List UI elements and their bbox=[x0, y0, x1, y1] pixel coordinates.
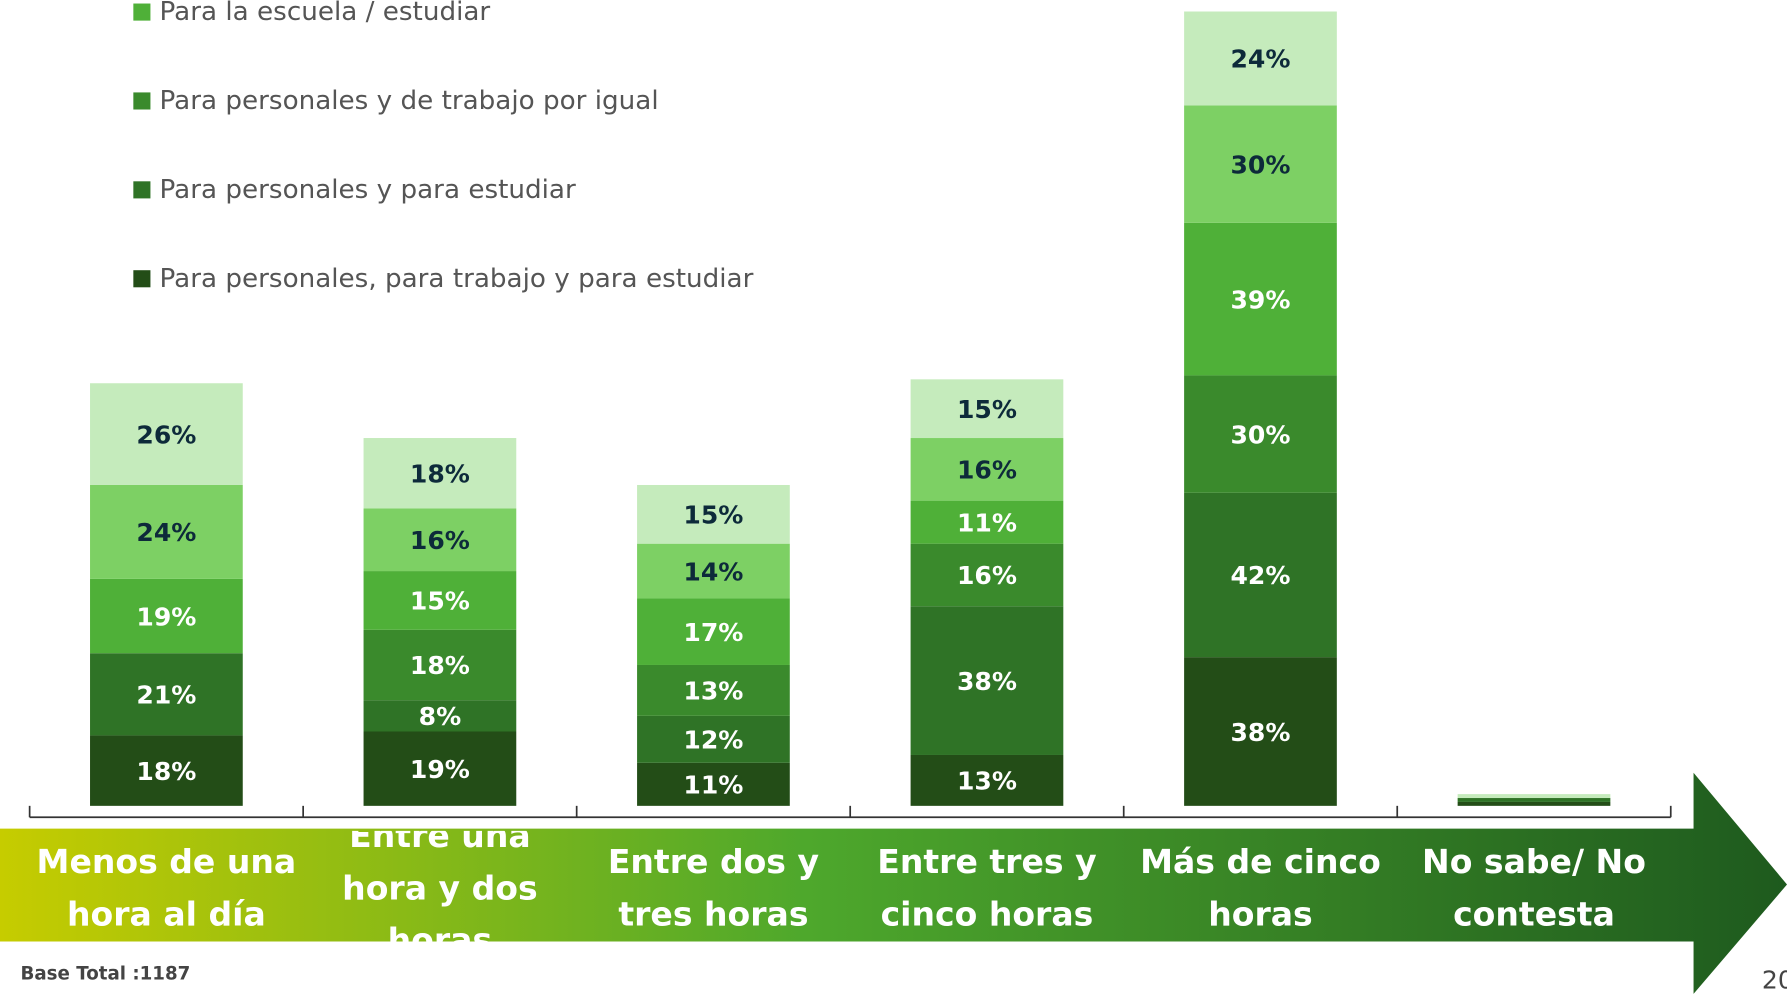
data-label: 18% bbox=[410, 460, 470, 489]
legend: Para la escuela / estudiar Para personale… bbox=[133, 0, 754, 294]
category-label-text: Entre dos y tres horas bbox=[607, 842, 820, 934]
bar-segment bbox=[637, 543, 790, 599]
bar-segment bbox=[90, 653, 243, 736]
bar-segment bbox=[910, 379, 1064, 439]
bar-segment bbox=[637, 664, 790, 716]
legend-label: Para personales, para trabajo y para est… bbox=[160, 264, 754, 294]
data-label: 15% bbox=[410, 587, 470, 616]
data-label: 30% bbox=[1230, 420, 1290, 449]
data-label: 8% bbox=[419, 702, 462, 731]
category-label: Entre dos y tres horas bbox=[607, 842, 820, 934]
bar-segment bbox=[1184, 105, 1337, 223]
data-label: 16% bbox=[957, 456, 1017, 485]
footnote: Base Total :1187 bbox=[21, 964, 191, 985]
data-label: 15% bbox=[957, 395, 1017, 424]
data-label: 30% bbox=[1230, 150, 1290, 179]
data-label: 18% bbox=[136, 757, 196, 786]
data-label: 24% bbox=[136, 518, 196, 547]
bar-segment bbox=[363, 700, 517, 732]
data-label: 24% bbox=[1230, 45, 1290, 74]
data-label: 16% bbox=[957, 561, 1017, 590]
category-label: Entre tres y cinco horas bbox=[877, 842, 1097, 934]
legend-swatch bbox=[133, 270, 151, 288]
category-label: Menos de una hora al día bbox=[36, 842, 297, 934]
axis: Menos de una hora al día Entre una hora y… bbox=[28, 805, 1672, 945]
data-label: 39% bbox=[1230, 285, 1290, 314]
bar-segment bbox=[363, 629, 517, 701]
bar-segment bbox=[910, 543, 1064, 607]
bar-segment bbox=[1457, 794, 1611, 799]
bar-segment bbox=[637, 762, 790, 806]
legend-swatch bbox=[133, 181, 151, 199]
bar-segment bbox=[1184, 657, 1337, 806]
bar-segment bbox=[1184, 492, 1337, 658]
data-label: 26% bbox=[136, 420, 196, 449]
data-label: 12% bbox=[683, 726, 743, 755]
bar-segment bbox=[1184, 11, 1337, 106]
category-label: No sabe/ No contesta bbox=[1422, 842, 1646, 934]
bar-segment bbox=[90, 484, 243, 579]
legend-label: Para la escuela / estudiar bbox=[160, 0, 491, 27]
data-label: 19% bbox=[410, 755, 470, 784]
data-label: 19% bbox=[136, 602, 196, 631]
bars: 18% 21% 19% 24% 26% 19% 8% 18% 15% 16% 18% 11% 12% 13… bbox=[90, 11, 1611, 806]
bar-segment bbox=[90, 383, 243, 485]
category-label-text: Más de cinco horas bbox=[1140, 842, 1381, 934]
legend-swatch bbox=[133, 3, 151, 21]
bar-segment bbox=[637, 484, 790, 544]
data-label: 17% bbox=[683, 618, 743, 647]
category-label-text: No sabe/ No contesta bbox=[1422, 842, 1646, 934]
data-label: 38% bbox=[1230, 718, 1290, 747]
data-label: 11% bbox=[683, 771, 743, 800]
bar-segment bbox=[1457, 798, 1611, 802]
data-label: 11% bbox=[957, 508, 1017, 537]
legend-label: Para personales y de trabajo por igual bbox=[160, 86, 659, 116]
category-label: Entre una hora y dos horas bbox=[342, 830, 538, 945]
bar-segment bbox=[910, 500, 1064, 544]
bar-segment bbox=[910, 606, 1064, 755]
data-label: 38% bbox=[957, 667, 1017, 696]
legend-label: Para personales y para estudiar bbox=[160, 175, 576, 205]
category-label-text: Menos de una hora al día bbox=[36, 842, 297, 934]
legend-swatch bbox=[133, 92, 151, 110]
data-label: 13% bbox=[957, 767, 1017, 796]
category-label: Más de cinco horas bbox=[1140, 842, 1381, 934]
bar-segment bbox=[637, 598, 790, 665]
bar-segment bbox=[90, 578, 243, 654]
bar-segment bbox=[1457, 801, 1611, 806]
bar-segment bbox=[363, 571, 517, 630]
data-label: 15% bbox=[683, 501, 743, 530]
data-label: 13% bbox=[683, 677, 743, 706]
bar-segment bbox=[1184, 222, 1337, 376]
bar-segment bbox=[363, 438, 517, 509]
data-label: 18% bbox=[410, 651, 470, 680]
data-label: 42% bbox=[1230, 561, 1290, 590]
bar-segment bbox=[90, 735, 243, 806]
category-label-text: Entre tres y cinco horas bbox=[877, 842, 1097, 934]
timeline-arrow bbox=[0, 772, 1787, 994]
page-number: 20 bbox=[1762, 965, 1787, 994]
bar-segment bbox=[910, 754, 1064, 806]
data-label: 14% bbox=[683, 557, 743, 586]
bar-segment bbox=[1184, 375, 1337, 493]
category-label-text: Entre una hora y dos horas bbox=[342, 830, 538, 945]
bar-segment bbox=[910, 438, 1064, 501]
bar-segment bbox=[363, 731, 517, 806]
bar-segment bbox=[363, 508, 517, 572]
data-label: 21% bbox=[136, 681, 196, 710]
data-label: 16% bbox=[410, 526, 470, 555]
bar-segment bbox=[637, 715, 790, 763]
